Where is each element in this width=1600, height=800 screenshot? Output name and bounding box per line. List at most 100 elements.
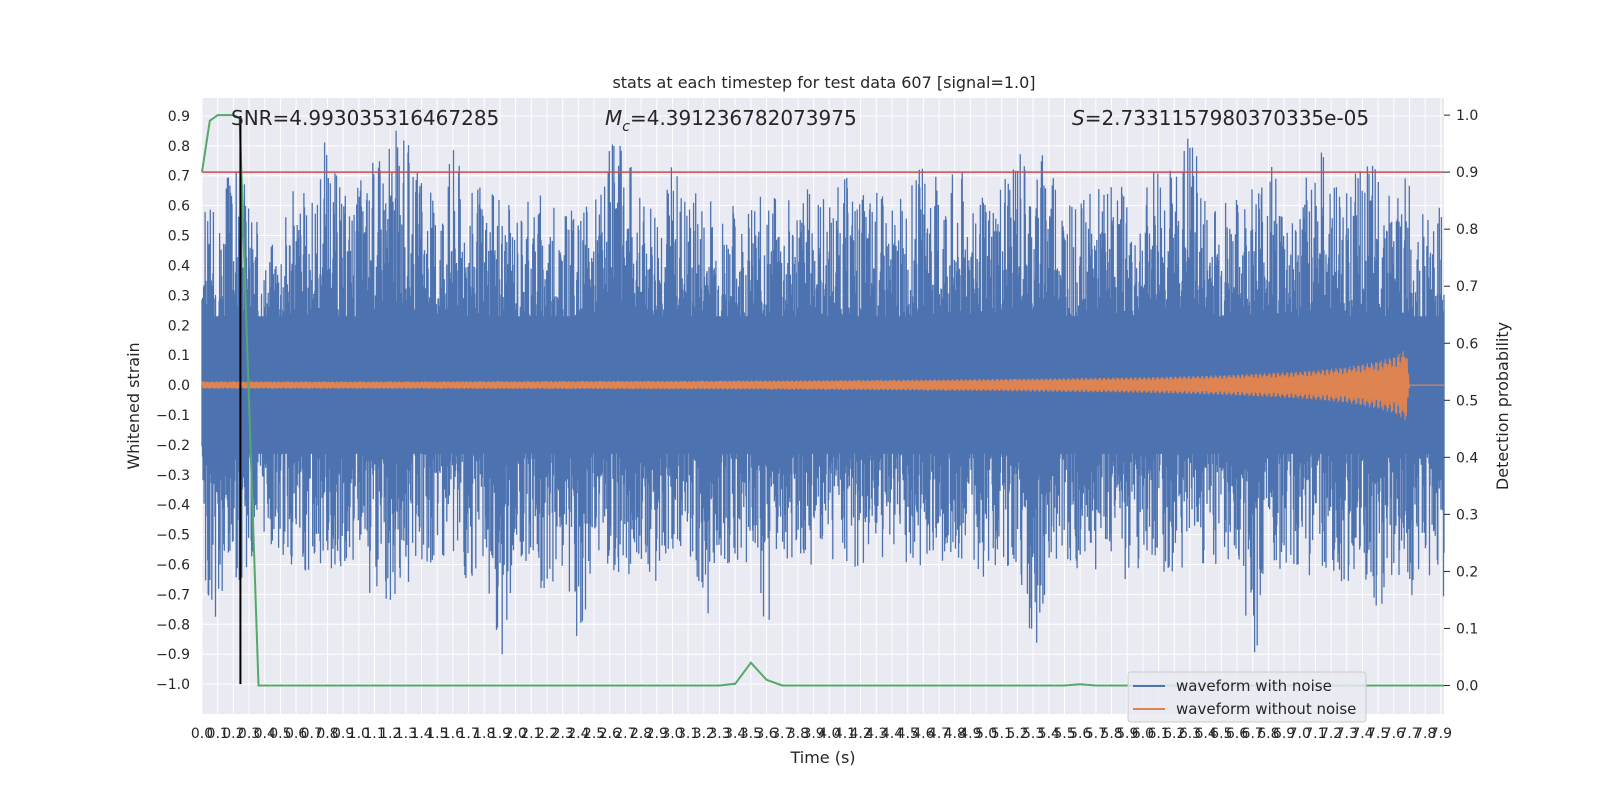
y2-tick-label: 0.2 — [1456, 564, 1478, 580]
x-tick-label: 4.7 — [928, 726, 950, 742]
x-tick-label: 4.2 — [850, 726, 872, 742]
x-tick-label: 6.6 — [1226, 726, 1248, 742]
chart-title: stats at each timestep for test data 607… — [612, 73, 1035, 92]
x-tick-label: 6.5 — [1210, 726, 1232, 742]
x-tick-label: 3.6 — [755, 726, 777, 742]
y2-tick-label: 0.8 — [1456, 222, 1478, 238]
x-tick-label: 0.3 — [238, 726, 260, 742]
y-tick-label: 0.4 — [168, 258, 190, 274]
x-tick-label: 5.9 — [1116, 726, 1138, 742]
y-tick-label: −0.9 — [156, 647, 190, 663]
series-waveform-without-noise — [201, 351, 1444, 421]
x-tick-label: 4.9 — [959, 726, 981, 742]
x-tick-label: 3.5 — [740, 726, 762, 742]
y-tick-label: 0.0 — [168, 378, 190, 394]
x-tick-label: 3.0 — [661, 726, 683, 742]
x-tick-label: 4.5 — [897, 726, 919, 742]
x-tick-label: 3.1 — [677, 726, 699, 742]
x-tick-label: 1.7 — [457, 726, 479, 742]
x-tick-label: 0.2 — [222, 726, 244, 742]
x-tick-label: 3.9 — [802, 726, 824, 742]
legend-box — [1127, 671, 1367, 723]
y-tick-label: −0.4 — [156, 498, 190, 514]
x-tick-label: 1.0 — [348, 726, 370, 742]
s-symbol: S — [1072, 106, 1085, 130]
x-tick-label: 6.8 — [1257, 726, 1279, 742]
y-tick-label: 0.8 — [168, 139, 190, 155]
chirp-mass-symbol: M — [605, 106, 622, 130]
x-tick-label: 5.1 — [991, 726, 1013, 742]
y-tick-label: −0.3 — [156, 468, 190, 484]
y2-tick-label: 0.6 — [1456, 336, 1478, 352]
x-tick-label: 0.6 — [285, 726, 307, 742]
y2-tick-label: 0.3 — [1456, 507, 1478, 523]
x-tick-label: 2.3 — [552, 726, 574, 742]
y2-tick-label: 0.1 — [1456, 621, 1478, 637]
y2-tick-label: 0.4 — [1456, 450, 1478, 466]
x-tick-label: 2.1 — [520, 726, 542, 742]
x-tick-label: 6.7 — [1242, 726, 1264, 742]
x-tick-label: 3.2 — [693, 726, 715, 742]
x-tick-label: 1.2 — [379, 726, 401, 742]
x-tick-label: 5.0 — [975, 726, 997, 742]
x-tick-label: 2.5 — [583, 726, 605, 742]
x-tick-label: 3.4 — [724, 726, 746, 742]
annotation-s: S=2.7331157980370335e-05 — [1072, 106, 1369, 130]
x-tick-label: 5.6 — [1069, 726, 1091, 742]
x-tick-label: 1.8 — [473, 726, 495, 742]
x-tick-label: 3.8 — [787, 726, 809, 742]
x-tick-label: 6.0 — [1132, 726, 1154, 742]
x-tick-label: 1.6 — [442, 726, 464, 742]
y2-tick-label: 0.0 — [1456, 678, 1478, 694]
annotation-snr: SNR=4.993035316467285 — [231, 106, 499, 130]
x-tick-label: 2.0 — [505, 726, 527, 742]
x-tick-label: 4.0 — [818, 726, 840, 742]
x-axis: 0.00.10.20.30.40.50.60.70.80.91.01.11.21… — [191, 726, 1452, 742]
s-value: =2.7331157980370335e-05 — [1085, 106, 1369, 130]
x-tick-label: 5.2 — [1006, 726, 1028, 742]
x-tick-label: 7.0 — [1289, 726, 1311, 742]
x-tick-label: 2.7 — [614, 726, 636, 742]
x-tick-label: 4.6 — [912, 726, 934, 742]
y-tick-label: −0.1 — [156, 408, 190, 424]
y-tick-label: 0.9 — [168, 109, 190, 125]
x-tick-label: 2.2 — [536, 726, 558, 742]
x-tick-label: 7.3 — [1336, 726, 1358, 742]
y-tick-label: 0.7 — [168, 169, 190, 185]
y2-tick-label: 1.0 — [1456, 108, 1478, 124]
y-axis-left-label: Whitened strain — [124, 342, 143, 469]
x-tick-label: 7.2 — [1320, 726, 1342, 742]
y-axis-right-label: Detection probability — [1493, 322, 1512, 490]
x-tick-label: 6.2 — [1163, 726, 1185, 742]
y-tick-label: 0.5 — [168, 229, 190, 245]
x-tick-label: 5.4 — [1038, 726, 1060, 742]
y-tick-label: −0.8 — [156, 617, 190, 633]
x-tick-label: 1.3 — [395, 726, 417, 742]
series-detection-probability — [201, 114, 1444, 687]
x-tick-label: 0.8 — [316, 726, 338, 742]
x-tick-label: 6.9 — [1273, 726, 1295, 742]
x-tick-label: 6.4 — [1195, 726, 1217, 742]
x-tick-label: 5.3 — [1022, 726, 1044, 742]
x-tick-label: 0.1 — [207, 726, 229, 742]
x-tick-label: 7.1 — [1304, 726, 1326, 742]
chirp-mass-value: =4.391236782073975 — [630, 106, 857, 130]
legend: waveform with noise waveform without noi… — [1127, 671, 1367, 723]
chirp-mass-subscript: c — [622, 119, 630, 135]
x-tick-label: 6.1 — [1147, 726, 1169, 742]
legend-label-waveform-with-noise: waveform with noise — [1176, 677, 1332, 695]
x-tick-label: 7.8 — [1414, 726, 1436, 742]
y-tick-label: −1.0 — [156, 677, 190, 693]
x-tick-label: 2.6 — [599, 726, 621, 742]
x-tick-label: 7.5 — [1367, 726, 1389, 742]
x-tick-label: 4.1 — [834, 726, 856, 742]
x-tick-label: 0.4 — [254, 726, 276, 742]
legend-label-waveform-without-noise: waveform without noise — [1176, 700, 1356, 718]
y-axis-right: 1.0 0.9 0.8 0.7 0.6 0.5 0.4 0.3 0.2 0.1 0.0 — [1444, 108, 1478, 694]
y-tick-label: 0.6 — [168, 199, 190, 215]
x-tick-label: 7.6 — [1383, 726, 1405, 742]
x-tick-label: 0.7 — [301, 726, 323, 742]
annotation-chirp-mass: Mc=4.391236782073975 — [605, 106, 857, 135]
x-tick-label: 5.8 — [1100, 726, 1122, 742]
